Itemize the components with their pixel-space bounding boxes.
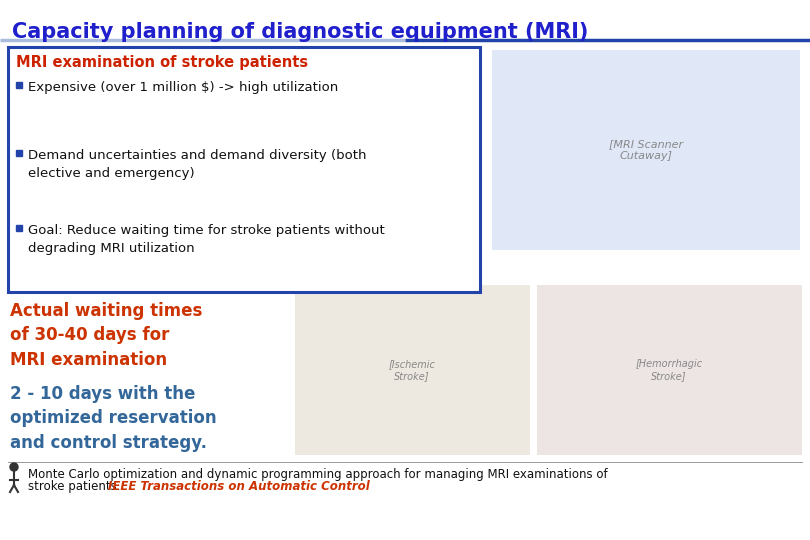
Text: 2 - 10 days with the
optimized reservation
and control strategy.: 2 - 10 days with the optimized reservati… xyxy=(10,385,216,451)
Text: [Hemorrhagic
Stroke]: [Hemorrhagic Stroke] xyxy=(635,359,702,381)
Text: Monte Carlo optimization and dynamic programming approach for managing MRI exami: Monte Carlo optimization and dynamic pro… xyxy=(28,468,608,481)
Text: [Ischemic
Stroke]: [Ischemic Stroke] xyxy=(389,359,436,381)
Text: Capacity planning of diagnostic equipment (MRI): Capacity planning of diagnostic equipmen… xyxy=(12,22,588,42)
FancyBboxPatch shape xyxy=(16,82,22,88)
Text: Goal: Reduce waiting time for stroke patients without
degrading MRI utilization: Goal: Reduce waiting time for stroke pat… xyxy=(28,224,385,255)
Text: [MRI Scanner
Cutaway]: [MRI Scanner Cutaway] xyxy=(609,139,683,161)
FancyBboxPatch shape xyxy=(492,50,800,250)
Text: Actual waiting times
of 30-40 days for
MRI examination: Actual waiting times of 30-40 days for M… xyxy=(10,302,202,369)
Text: IEEE Transactions on Automatic Control: IEEE Transactions on Automatic Control xyxy=(109,480,370,493)
FancyBboxPatch shape xyxy=(16,225,22,231)
Circle shape xyxy=(10,463,18,471)
Text: Expensive (over 1 million $) -> high utilization: Expensive (over 1 million $) -> high uti… xyxy=(28,81,339,94)
Text: stroke patients.: stroke patients. xyxy=(28,480,124,493)
FancyBboxPatch shape xyxy=(16,150,22,156)
FancyBboxPatch shape xyxy=(537,285,802,455)
Text: Demand uncertainties and demand diversity (both
elective and emergency): Demand uncertainties and demand diversit… xyxy=(28,149,366,180)
FancyBboxPatch shape xyxy=(8,47,480,292)
Text: MRI examination of stroke patients: MRI examination of stroke patients xyxy=(16,55,308,70)
FancyBboxPatch shape xyxy=(295,285,530,455)
